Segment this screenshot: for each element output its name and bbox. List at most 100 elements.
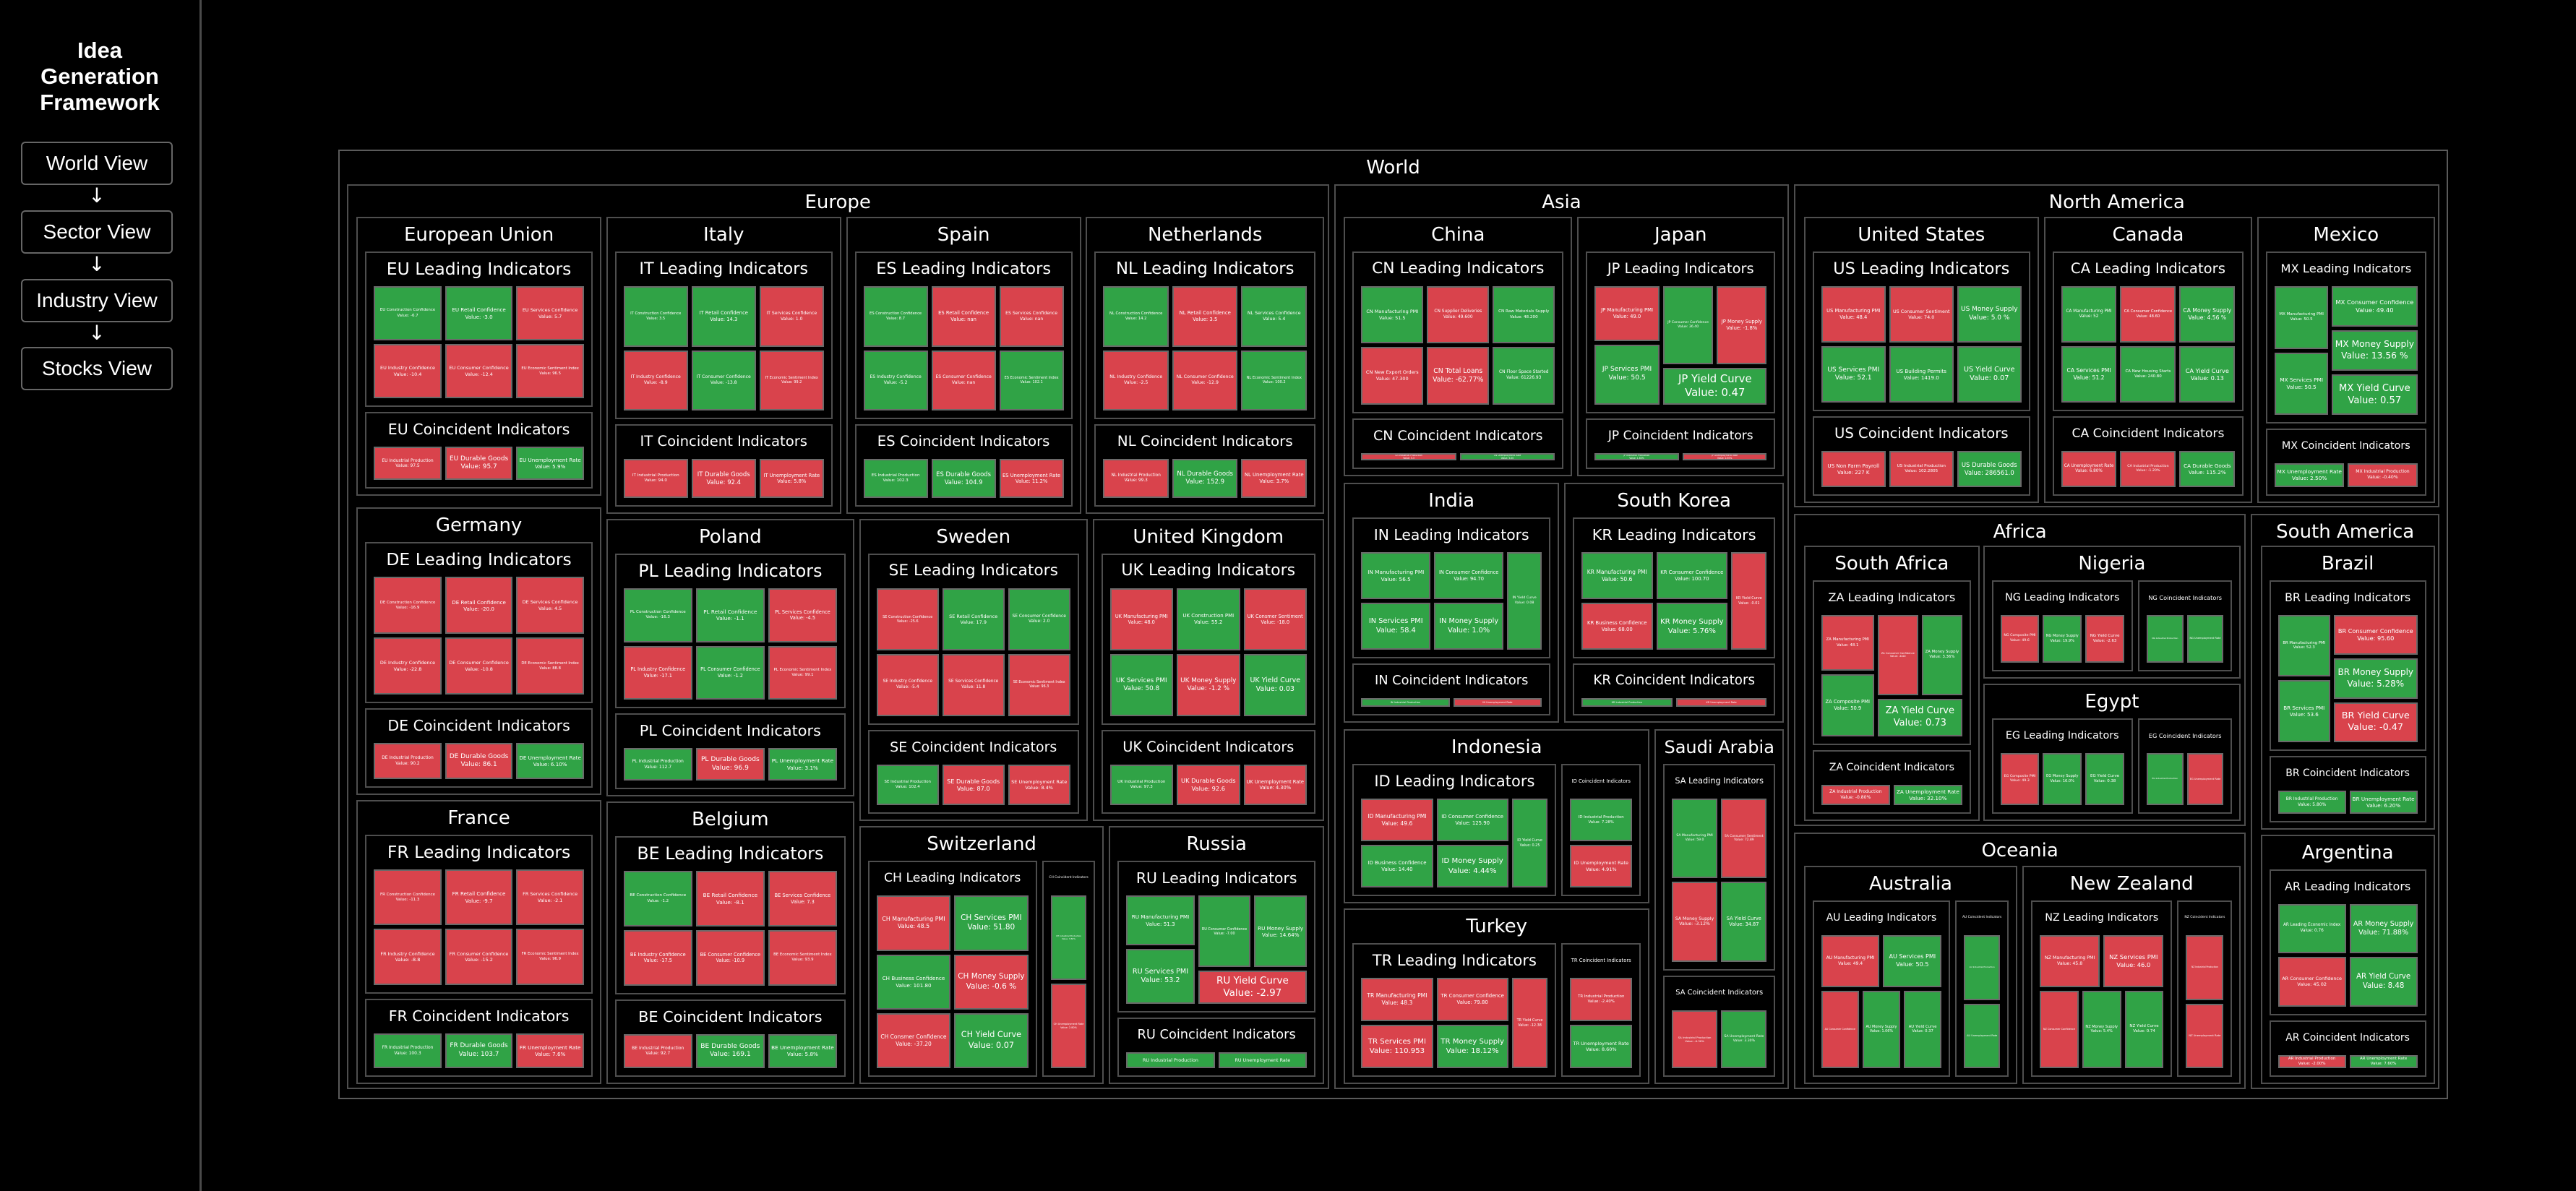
country-saudi-arabia[interactable]: Saudi Arabia SA Leading Indicators SA Manu…: [1654, 729, 1785, 1085]
indicator-tile-ca-durable-goods[interactable]: CA Durable Goods Value: 115.2%: [2179, 451, 2236, 487]
country-brazil[interactable]: Brazil BR Leading Indicators BR Manufactur…: [2260, 545, 2435, 830]
indicator-tile-se-consumer-confidence[interactable]: SE Consumer Confidence Value: 2.0: [1008, 588, 1070, 651]
indicator-tile-ca-manufacturing-pmi[interactable]: CA Manufacturing PMI Value: 52: [2061, 286, 2117, 343]
indicator-tile-jp-manufacturing-pmi[interactable]: JP Manufacturing PMI Value: 49.0: [1594, 286, 1660, 341]
indicator-tile-ca-new-housing-starts[interactable]: CA New Housing Starts Value: 240.80: [2120, 346, 2176, 403]
indicator-tile-be-industry-confidence[interactable]: BE Industry Confidence Value: -17.5: [623, 929, 692, 986]
indicator-tile-ar-yield-curve[interactable]: AR Yield Curve Value: 8.48: [2349, 957, 2418, 1007]
indicator-tile-nl-retail-confidence[interactable]: NL Retail Confidence Value: 3.5: [1172, 286, 1238, 347]
indicator-tile-id-consumer-confidence[interactable]: ID Consumer Confidence Value: 125.90: [1436, 799, 1508, 842]
indicator-tile-it-durable-goods[interactable]: IT Durable Goods Value: 92.4: [691, 459, 756, 499]
country-china[interactable]: China CN Leading Indicators CN Manufacturi…: [1344, 217, 1573, 477]
indicator-tile-ar-unemployment-rate[interactable]: AR Unemployment Rate Value: 7.60%: [2349, 1054, 2418, 1069]
indicator-tile-sa-industrial-production[interactable]: SA Industrial Production Value: -0.30%: [1671, 1010, 1718, 1069]
indicator-tile-de-durable-goods[interactable]: DE Durable Goods Value: 86.1: [445, 743, 513, 780]
country-france[interactable]: France FR Leading Indicators FR Constructi…: [356, 799, 601, 1085]
indicator-tile-ar-consumer-confidence[interactable]: AR Consumer Confidence Value: 45.02: [2277, 957, 2346, 1007]
indicator-tile-id-manufacturing-pmi[interactable]: ID Manufacturing PMI Value: 49.6: [1361, 799, 1433, 842]
indicator-tile-ru-services-pmi[interactable]: RU Services PMI Value: 53.2: [1126, 949, 1195, 1005]
indicator-tile-cn-floor-space-started[interactable]: CN Floor Space Started Value: 61226.93: [1493, 347, 1555, 405]
indicator-tile-uk-industrial-production[interactable]: UK Industrial Production Value: 97.3: [1109, 764, 1174, 806]
indicator-tile-nl-economic-sentiment-index[interactable]: NL Economic Sentiment Index Value: 100.2: [1241, 350, 1307, 411]
country-south-korea[interactable]: South Korea KR Leading Indicators KR Manuf…: [1563, 483, 1785, 723]
indicator-tile-pl-retail-confidence[interactable]: PL Retail Confidence Value: -1.1: [695, 588, 765, 642]
indicator-tile-se-durable-goods[interactable]: SE Durable Goods Value: 87.0: [942, 764, 1005, 806]
indicator-tile-ch-industrial-production[interactable]: CH Industrial Production Value: 3.50%: [1050, 895, 1087, 981]
indicator-tile-in-manufacturing-pmi[interactable]: IN Manufacturing PMI Value: 56.5: [1361, 552, 1431, 600]
indicator-tile-au-services-pmi[interactable]: AU Services PMI Value: 50.5: [1883, 934, 1942, 987]
indicator-tile-in-industrial-production[interactable]: IN Industrial Production: [1361, 698, 1450, 708]
indicator-tile-es-services-confidence[interactable]: ES Services Confidence Value: nan: [999, 286, 1064, 347]
indicator-tile-fr-industrial-production[interactable]: FR Industrial Production Value: 100.3: [374, 1033, 442, 1069]
indicator-tile-eu-industry-confidence[interactable]: EU Industry Confidence Value: -10.4: [374, 344, 442, 399]
indicator-tile-pl-industrial-production[interactable]: PL Industrial Production Value: 112.7: [623, 748, 692, 781]
indicator-tile-tr-manufacturing-pmi[interactable]: TR Manufacturing PMI Value: 48.3: [1361, 977, 1433, 1022]
country-egypt[interactable]: Egypt EG Leading Indicators EG Composite P…: [1983, 683, 2241, 822]
country-spain[interactable]: Spain ES Leading Indicators ES Constructio…: [846, 217, 1081, 515]
indicator-tile-it-retail-confidence[interactable]: IT Retail Confidence Value: 14.3: [691, 286, 756, 347]
indicator-tile-eu-economic-sentiment-index[interactable]: EU Economic Sentiment Index Value: 96.5: [516, 344, 584, 399]
indicator-tile-nl-unemployment-rate[interactable]: NL Unemployment Rate Value: 3.7%: [1241, 459, 1307, 499]
industry-view-button[interactable]: Industry View: [21, 279, 173, 322]
indicator-tile-se-unemployment-rate[interactable]: SE Unemployment Rate Value: 8.4%: [1008, 764, 1070, 806]
indicator-tile-ar-money-supply[interactable]: AR Money Supply Value: 71.88%: [2349, 903, 2418, 954]
indicator-tile-us-manufacturing-pmi[interactable]: US Manufacturing PMI Value: 48.4: [1821, 286, 1886, 343]
indicator-tile-se-services-confidence[interactable]: SE Services Confidence Value: 11.8: [942, 654, 1005, 716]
indicator-tile-sa-unemployment-rate[interactable]: SA Unemployment Rate Value: 3.30%: [1721, 1010, 1767, 1069]
country-italy[interactable]: Italy IT Leading Indicators IT Constructio…: [606, 217, 841, 515]
indicator-tile-mx-consumer-confidence[interactable]: MX Consumer Confidence Value: 49.40: [2332, 286, 2418, 327]
indicator-tile-in-consumer-confidence[interactable]: IN Consumer Confidence Value: 94.70: [1434, 552, 1504, 600]
indicator-tile-nz-unemployment-rate[interactable]: NZ Unemployment Rate: [2186, 1003, 2224, 1069]
indicator-tile-es-consumer-confidence[interactable]: ES Consumer Confidence Value: nan: [931, 350, 996, 411]
indicator-tile-br-industrial-production[interactable]: BR Industrial Production Value: 5.80%: [2277, 790, 2346, 814]
indicator-tile-jp-money-supply[interactable]: JP Money Supply Value: -1.8%: [1717, 286, 1767, 365]
indicator-tile-au-unemployment-rate[interactable]: AU Unemployment Rate: [1964, 1003, 2001, 1069]
indicator-tile-de-construction-confidence[interactable]: DE Construction Confidence Value: -16.9: [374, 577, 442, 635]
indicator-tile-be-economic-sentiment-index[interactable]: BE Economic Sentiment Index Value: 93.9: [768, 929, 837, 986]
indicator-tile-nz-consumer-confidence[interactable]: NZ Consumer Confidence: [2040, 990, 2079, 1069]
indicator-tile-us-services-pmi[interactable]: US Services PMI Value: 52.1: [1821, 346, 1886, 403]
indicator-tile-be-durable-goods[interactable]: BE Durable Goods Value: 169.1: [695, 1033, 765, 1069]
indicator-tile-uk-yield-curve[interactable]: UK Yield Curve Value: 0.03: [1243, 654, 1307, 716]
indicator-tile-nl-services-confidence[interactable]: NL Services Confidence Value: 5.4: [1241, 286, 1307, 347]
indicator-tile-br-services-pmi[interactable]: BR Services PMI Value: 53.6: [2277, 680, 2330, 742]
indicator-tile-fr-services-confidence[interactable]: FR Services Confidence Value: -2.1: [516, 869, 584, 926]
indicator-tile-us-durable-goods[interactable]: US Durable Goods Value: 286561.0: [1957, 451, 2022, 487]
country-switzerland[interactable]: Switzerland CH Leading Indicators CH Manuf…: [859, 826, 1104, 1085]
indicator-tile-id-business-confidence[interactable]: ID Business Confidence Value: 14.40: [1361, 845, 1433, 888]
indicator-tile-fr-construction-confidence[interactable]: FR Construction Confidence Value: -11.3: [374, 869, 442, 926]
indicator-tile-br-consumer-confidence[interactable]: BR Consumer Confidence Value: 95.60: [2333, 614, 2418, 655]
country-germany[interactable]: Germany DE Leading Indicators DE Construct…: [356, 507, 601, 796]
indicator-tile-pl-services-confidence[interactable]: PL Services Confidence Value: -4.5: [768, 588, 837, 642]
country-south-africa[interactable]: South Africa ZA Leading Indicators ZA Manu…: [1803, 545, 1980, 822]
indicator-tile-jp-yield-curve[interactable]: JP Yield Curve Value: 0.47: [1663, 368, 1767, 405]
indicator-tile-kr-money-supply[interactable]: KR Money Supply Value: 5.76%: [1656, 603, 1728, 650]
indicator-tile-cn-new-export-orders[interactable]: CN New Export Orders Value: 47.300: [1361, 347, 1424, 405]
indicator-tile-ch-money-supply[interactable]: CH Money Supply Value: -0.6 %: [954, 954, 1029, 1010]
indicator-tile-ch-unemployment-rate[interactable]: CH Unemployment Rate Value: 2.80%: [1050, 984, 1087, 1069]
indicator-tile-kr-industrial-production[interactable]: KR Industrial Production: [1581, 698, 1673, 708]
indicator-tile-es-industrial-production[interactable]: ES Industrial Production Value: 102.3: [863, 459, 928, 499]
country-united-kingdom[interactable]: United Kingdom UK Leading Indicators UK Ma…: [1092, 519, 1325, 822]
indicator-tile-ng-money-supply[interactable]: NG Money Supply Value: 19.9%: [2043, 614, 2082, 663]
indicator-tile-de-unemployment-rate[interactable]: DE Unemployment Rate Value: 6.10%: [516, 743, 584, 780]
country-nigeria[interactable]: Nigeria NG Leading Indicators NG Composite…: [1983, 545, 2241, 679]
indicator-tile-in-money-supply[interactable]: IN Money Supply Value: 1.0%: [1434, 603, 1504, 650]
indicator-tile-ru-unemployment-rate[interactable]: RU Unemployment Rate: [1218, 1052, 1308, 1069]
indicator-tile-mx-manufacturing-pmi[interactable]: MX Manufacturing PMI Value: 50.5: [2275, 286, 2329, 349]
indicator-tile-ru-manufacturing-pmi[interactable]: RU Manufacturing PMI Value: 51.3: [1126, 895, 1195, 946]
indicator-tile-nz-manufacturing-pmi[interactable]: NZ Manufacturing PMI Value: 45.8: [2040, 934, 2100, 987]
indicator-tile-eu-industrial-production[interactable]: EU Industrial Production Value: 97.5: [374, 447, 442, 481]
indicator-tile-ng-yield-curve[interactable]: NG Yield Curve Value: -2.63: [2085, 614, 2125, 663]
country-mexico[interactable]: Mexico MX Leading Indicators MX Manufactur…: [2257, 217, 2435, 503]
indicator-tile-za-consumer-confidence[interactable]: ZA Consumer Confidence Value: -6.00: [1877, 614, 1918, 695]
indicator-tile-ch-manufacturing-pmi[interactable]: CH Manufacturing PMI Value: 48.5: [876, 895, 951, 951]
indicator-tile-de-economic-sentiment-index[interactable]: DE Economic Sentiment Index Value: 88.8: [516, 637, 584, 695]
indicator-tile-au-manufacturing-pmi[interactable]: AU Manufacturing PMI Value: 49.4: [1821, 934, 1880, 987]
indicator-tile-eg-yield-curve[interactable]: EG Yield Curve Value: 0.38: [2085, 752, 2125, 806]
indicator-tile-be-consumer-confidence[interactable]: BE Consumer Confidence Value: -10.9: [695, 929, 765, 986]
stocks-view-button[interactable]: Stocks View: [21, 347, 173, 390]
indicator-tile-in-services-pmi[interactable]: IN Services PMI Value: 58.4: [1361, 603, 1431, 650]
indicator-tile-cn-total-loans[interactable]: CN Total Loans Value: -62.77%: [1427, 347, 1490, 405]
country-argentina[interactable]: Argentina AR Leading Indicators AR Leading…: [2260, 834, 2435, 1085]
